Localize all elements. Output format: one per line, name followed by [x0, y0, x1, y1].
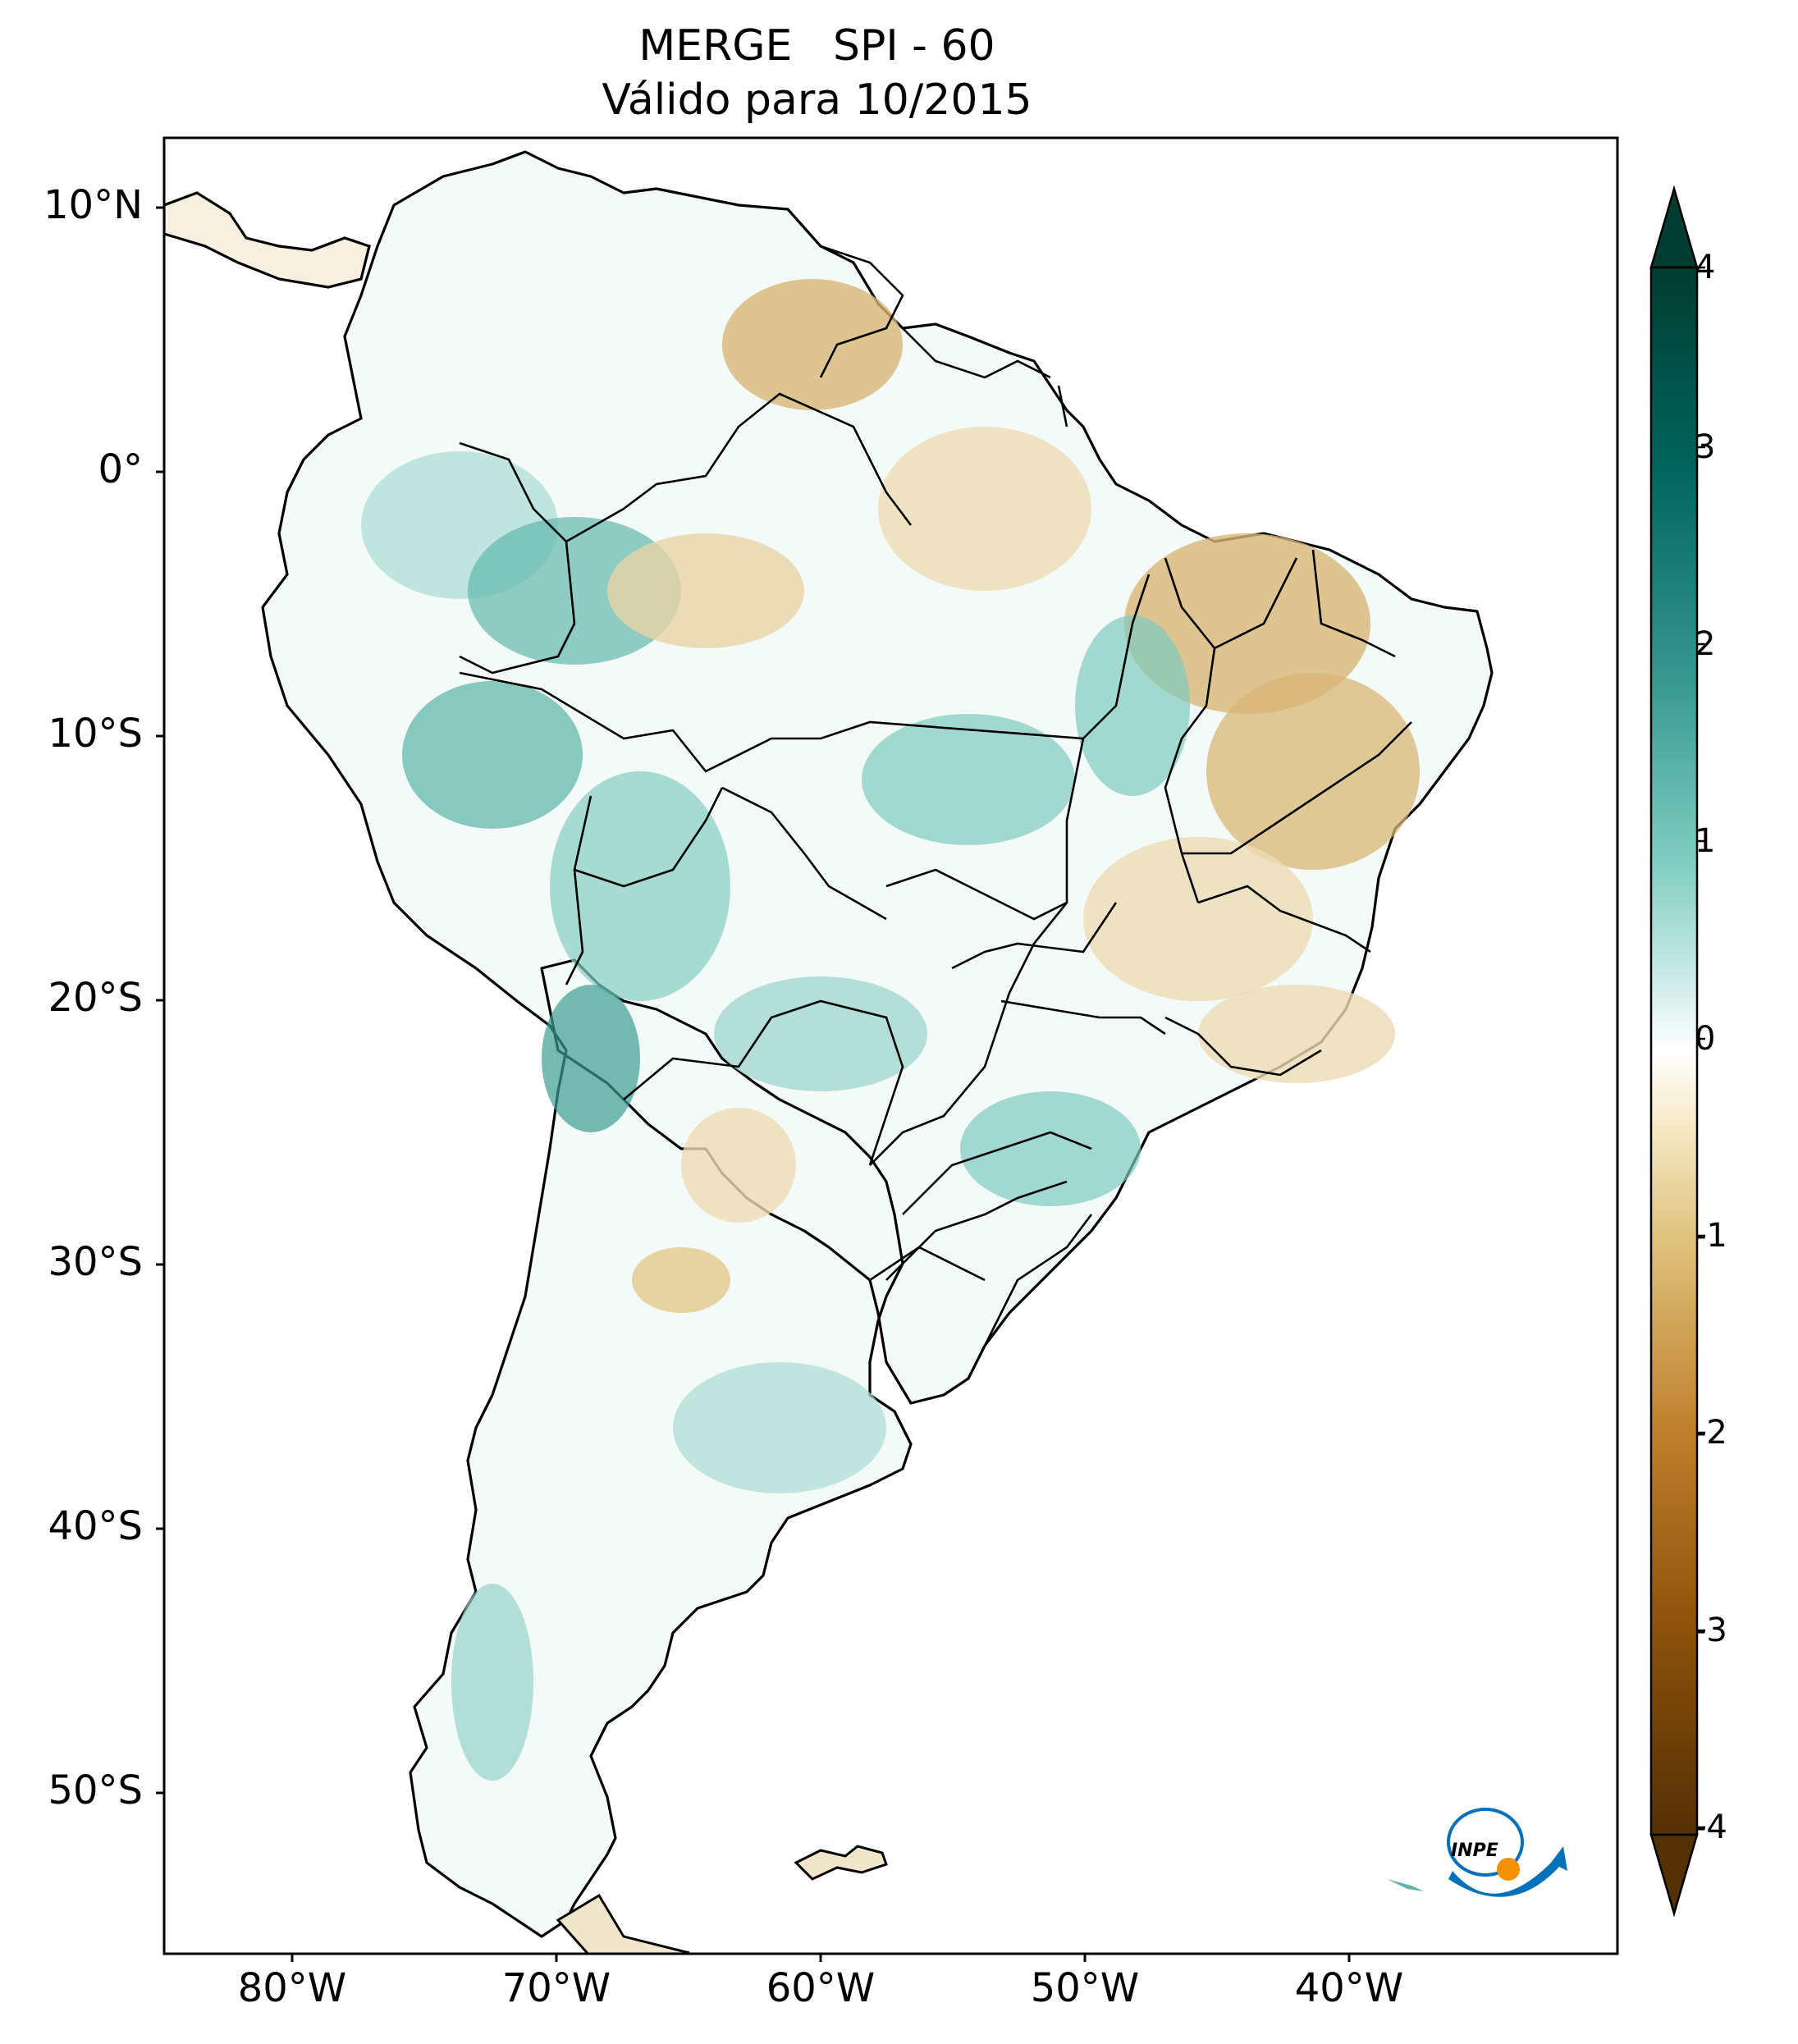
colorbar-tick-label: -4	[1695, 1809, 1727, 1846]
map-area	[164, 150, 1494, 1954]
country-borders	[459, 245, 1412, 1347]
lon-tick-label: 60°W	[766, 1965, 876, 2011]
colorbar-bar	[1649, 266, 1699, 1836]
colorbar-tick-label: 1	[1695, 822, 1716, 860]
chart-subtitle: Válido para 10/2015	[602, 75, 1032, 125]
colorbar-tick-label: 2	[1695, 625, 1716, 663]
lat-tick-label: 30°S	[48, 1239, 143, 1285]
lon-tick-label: 40°W	[1294, 1965, 1404, 2011]
lat-tick-label: 50°S	[48, 1767, 143, 1813]
colorbar	[1649, 185, 1705, 1918]
lat-tick-label: 20°S	[48, 975, 143, 1021]
falkland-islands	[794, 1845, 888, 1881]
lon-tick-label: 50°W	[1030, 1965, 1140, 2011]
spi-anomaly-patches	[361, 279, 1420, 1781]
colorbar-tick-label: 0	[1695, 1020, 1716, 1058]
central-america	[164, 191, 371, 289]
tierra-del-fuego	[556, 1893, 690, 1954]
colorbar-max-extension	[1649, 185, 1699, 269]
south-georgia	[1387, 1879, 1424, 1891]
axis-ticks	[156, 206, 1351, 1962]
colorbar-tick-label: -2	[1695, 1414, 1727, 1452]
lat-tick-label: 0°	[98, 446, 143, 492]
inpe-logo: INPE	[1447, 1808, 1567, 1897]
colorbar-min-extension	[1649, 1833, 1699, 1918]
lon-tick-label: 80°W	[237, 1965, 347, 2011]
lat-tick-label: 10°N	[43, 182, 143, 228]
lon-tick-label: 70°W	[501, 1965, 611, 2011]
svg-text:INPE: INPE	[1451, 1841, 1498, 1861]
lat-tick-label: 40°S	[48, 1503, 143, 1549]
colorbar-tick-label: -3	[1695, 1612, 1727, 1649]
chart-title: MERGE SPI - 60	[638, 21, 995, 71]
lat-tick-label: 10°S	[48, 711, 143, 757]
colorbar-tick-label: -1	[1695, 1217, 1727, 1255]
colorbar-tick-label: 4	[1695, 249, 1716, 286]
colorbar-tick-label: 3	[1695, 428, 1716, 466]
map-frame	[162, 136, 1619, 1955]
